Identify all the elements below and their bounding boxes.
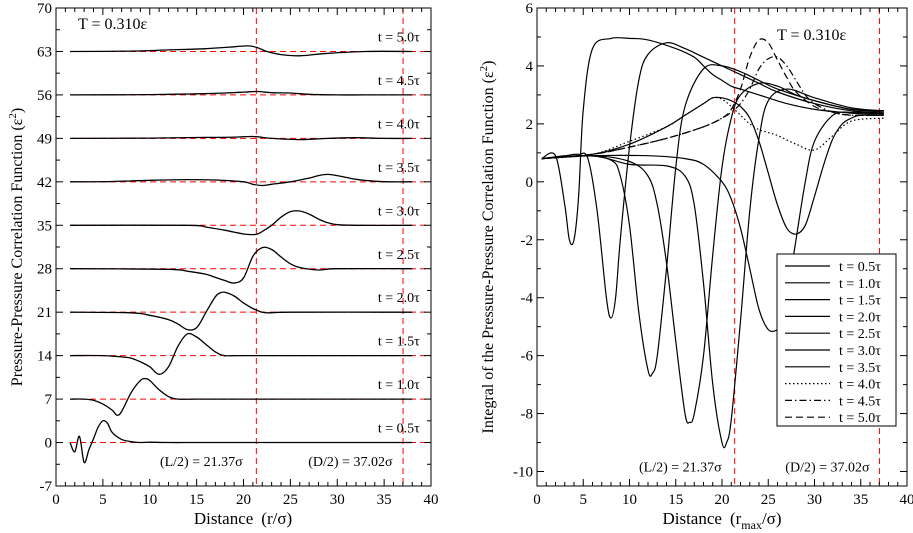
legend-label: t = 2.5τ — [839, 327, 881, 342]
left-series-line — [70, 135, 413, 141]
left-y-axis-label: Pressure-Pressure Correlation Function (… — [7, 108, 26, 386]
left-annotation-2: (D/2) = 37.02σ — [308, 455, 393, 470]
left-series-line — [70, 210, 413, 236]
legend-label: t = 2.0τ — [839, 310, 881, 325]
left-series-line — [70, 377, 413, 416]
right-y-tick-label: -8 — [521, 407, 534, 423]
right-x-tick-label: 25 — [761, 492, 776, 508]
right-annotation-1: (L/2) = 21.37σ — [639, 461, 722, 476]
left-series-line — [70, 291, 413, 331]
left-series-line — [70, 90, 413, 96]
left-series-line — [70, 45, 413, 57]
right-chart-title: T = 0.310ε — [777, 27, 847, 44]
left-annotation-1: (L/2) = 21.37σ — [160, 455, 243, 470]
right-y-tick-label: 4 — [526, 59, 534, 75]
left-x-tick-label: 35 — [377, 492, 392, 508]
right-y-tick-label: -4 — [521, 291, 534, 307]
left-x-tick-label: 0 — [52, 492, 60, 508]
legend-label: t = 3.0τ — [839, 344, 881, 359]
left-x-axis-label: Distance (r/σ) — [194, 509, 292, 528]
right-chart-panel: 0 5 10 15 20 25 30 35 40 -10 -8 -6 -4 -2 0 2 4 6 T = 0.31… — [478, 1, 913, 532]
right-x-axis-label: Distance (rmax/σ) — [662, 509, 781, 532]
right-legend: t = 0.5τ t = 1.0τ t = 1.5τt = 2.0τ t = 2.5τ… — [776, 253, 897, 427]
left-y-tick-label: 49 — [37, 131, 52, 147]
left-y-tick-label: 70 — [37, 1, 52, 17]
left-y-tick-label: 28 — [37, 262, 52, 278]
right-y-tick-label: 2 — [526, 117, 534, 133]
left-series-label: t = 2.0τ — [378, 291, 420, 306]
legend-label: t = 1.0τ — [839, 277, 881, 292]
right-x-tick-label: 30 — [807, 492, 822, 508]
left-y-tick-label: 21 — [37, 305, 52, 321]
left-y-tick-label: -7 — [40, 479, 53, 495]
left-x-tick-label: 20 — [236, 492, 251, 508]
left-series-line — [70, 246, 413, 284]
legend-label: t = 5.0τ — [839, 411, 881, 426]
right-series-line — [541, 82, 884, 424]
right-y-tick-label: 6 — [526, 1, 534, 17]
left-x-tick-label: 25 — [283, 492, 298, 508]
right-y-tick-label: -6 — [521, 349, 534, 365]
left-series-line — [70, 173, 413, 187]
left-y-tick-label: 35 — [37, 218, 52, 234]
right-series-line — [541, 64, 884, 377]
left-x-tick-label: 30 — [330, 492, 345, 508]
right-x-tick-label: 35 — [853, 492, 868, 508]
legend-label: t = 1.5τ — [839, 294, 881, 309]
left-series-label: t = 4.5τ — [378, 74, 420, 89]
left-x-tick-label: 40 — [424, 492, 439, 508]
left-y-tick-label: 7 — [45, 392, 53, 408]
right-series-line — [541, 88, 884, 449]
left-x-tick-label: 15 — [189, 492, 204, 508]
right-y-tick-label: 0 — [526, 175, 534, 191]
right-series-line — [541, 38, 884, 160]
left-y-tick-label: 0 — [45, 436, 53, 452]
left-series-line — [69, 420, 413, 464]
right-x-tick-label: 0 — [533, 492, 541, 508]
right-x-tick-label: 20 — [715, 492, 730, 508]
legend-label: t = 4.5τ — [839, 394, 881, 409]
left-series-label: t = 5.0τ — [378, 31, 420, 46]
left-plot-frame — [55, 7, 432, 487]
left-series-label: t = 1.5τ — [378, 335, 420, 350]
right-y-tick-label: -10 — [513, 465, 533, 481]
left-chart-title: T = 0.310ε — [78, 16, 148, 33]
left-y-tick-label: 63 — [37, 44, 52, 60]
right-x-tick-label: 40 — [900, 492, 913, 508]
legend-label: t = 4.0τ — [839, 378, 881, 393]
left-series-label: t = 3.5τ — [378, 161, 420, 176]
left-x-tick-label: 5 — [99, 492, 107, 508]
legend-label: t = 3.5τ — [839, 361, 881, 376]
left-series-label: t = 0.5τ — [378, 422, 420, 437]
right-x-tick-label: 15 — [668, 492, 683, 508]
left-series-label: t = 1.0τ — [378, 378, 420, 393]
left-y-tick-label: 56 — [37, 88, 53, 104]
right-plot-frame — [536, 7, 908, 487]
left-series-label: t = 4.0τ — [378, 117, 420, 132]
right-series-line — [541, 96, 884, 235]
left-x-tick-label: 10 — [142, 492, 157, 508]
right-series-line — [541, 111, 884, 333]
legend-label: t = 0.5τ — [839, 260, 881, 275]
right-series-line — [541, 42, 884, 319]
right-x-tick-label: 5 — [580, 492, 588, 508]
right-y-tick-label: -2 — [521, 233, 534, 249]
left-series-line — [70, 332, 413, 375]
left-series-label: t = 3.0τ — [378, 204, 420, 219]
left-y-tick-label: 42 — [37, 175, 52, 191]
right-y-axis-label: Integral of the Pressure-Pressure Correl… — [478, 60, 497, 433]
right-annotation-2: (D/2) = 37.02σ — [785, 461, 870, 476]
right-series-line — [541, 37, 884, 246]
left-y-tick-label: 14 — [37, 349, 53, 365]
left-series-label: t = 2.5τ — [378, 248, 420, 263]
right-x-tick-label: 10 — [622, 492, 637, 508]
